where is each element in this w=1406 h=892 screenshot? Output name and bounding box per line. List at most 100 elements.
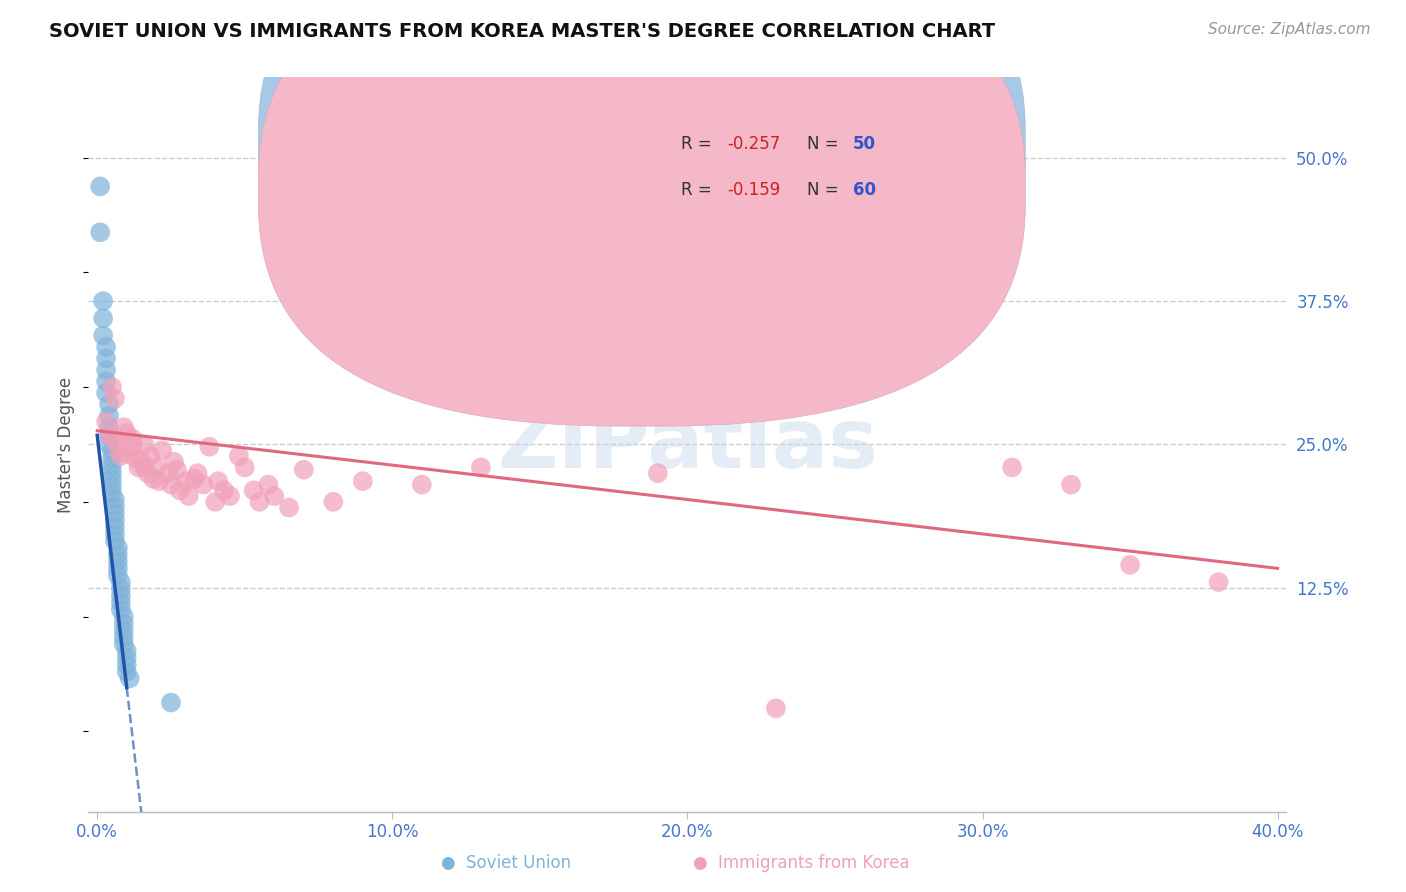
Point bbox=[98, 420, 121, 434]
Point bbox=[352, 474, 374, 488]
Point bbox=[98, 428, 121, 442]
Point bbox=[212, 483, 235, 498]
Point bbox=[101, 479, 124, 493]
Point bbox=[110, 602, 132, 616]
Text: ●  Soviet Union: ● Soviet Union bbox=[441, 855, 571, 872]
Point bbox=[160, 696, 183, 710]
Point bbox=[98, 409, 121, 423]
Point bbox=[91, 311, 114, 326]
Point bbox=[101, 465, 124, 479]
Point bbox=[94, 340, 117, 354]
Point bbox=[278, 500, 301, 515]
FancyBboxPatch shape bbox=[259, 0, 1025, 426]
Point bbox=[602, 317, 624, 331]
Point bbox=[110, 449, 132, 463]
Point bbox=[110, 596, 132, 610]
Point bbox=[91, 328, 114, 343]
Point bbox=[101, 444, 124, 458]
Text: -0.159: -0.159 bbox=[727, 181, 780, 200]
Point bbox=[107, 554, 129, 568]
Point bbox=[1001, 460, 1024, 475]
Point bbox=[104, 527, 127, 541]
Text: -0.257: -0.257 bbox=[727, 136, 780, 153]
Point bbox=[647, 466, 669, 480]
FancyBboxPatch shape bbox=[592, 111, 921, 224]
Point bbox=[134, 460, 156, 475]
Point bbox=[107, 548, 129, 562]
Point bbox=[160, 477, 183, 491]
Point bbox=[207, 474, 229, 488]
Point bbox=[263, 489, 285, 503]
Point bbox=[107, 561, 129, 575]
Point bbox=[98, 428, 121, 442]
Point bbox=[765, 701, 787, 715]
Point bbox=[177, 489, 200, 503]
Point bbox=[112, 637, 135, 651]
Text: N =: N = bbox=[807, 136, 844, 153]
Point bbox=[115, 650, 138, 665]
Text: SOVIET UNION VS IMMIGRANTS FROM KOREA MASTER'S DEGREE CORRELATION CHART: SOVIET UNION VS IMMIGRANTS FROM KOREA MA… bbox=[49, 22, 995, 41]
Point bbox=[110, 589, 132, 603]
Point bbox=[1119, 558, 1142, 572]
Point bbox=[249, 495, 271, 509]
Point bbox=[136, 466, 159, 480]
Point bbox=[91, 294, 114, 309]
Point bbox=[411, 477, 433, 491]
Point bbox=[142, 472, 165, 486]
Point bbox=[101, 380, 124, 394]
Point bbox=[115, 425, 138, 440]
Point bbox=[115, 644, 138, 658]
Point bbox=[110, 582, 132, 596]
Text: ZIPatlas: ZIPatlas bbox=[496, 404, 877, 485]
Point bbox=[257, 477, 280, 491]
Text: ●  Immigrants from Korea: ● Immigrants from Korea bbox=[693, 855, 910, 872]
Point bbox=[470, 460, 492, 475]
Point bbox=[242, 483, 264, 498]
Text: R =: R = bbox=[682, 136, 717, 153]
Point bbox=[219, 489, 242, 503]
Point bbox=[104, 492, 127, 507]
Point bbox=[118, 672, 141, 686]
Y-axis label: Master's Degree: Master's Degree bbox=[58, 376, 75, 513]
Point bbox=[94, 363, 117, 377]
Point bbox=[107, 568, 129, 582]
Point bbox=[166, 463, 188, 477]
Point bbox=[104, 533, 127, 548]
Point bbox=[94, 385, 117, 400]
Point bbox=[104, 513, 127, 527]
Point bbox=[128, 460, 150, 475]
Text: 60: 60 bbox=[853, 181, 876, 200]
Point bbox=[104, 520, 127, 534]
Point bbox=[101, 485, 124, 500]
Point bbox=[115, 447, 138, 461]
Text: N =: N = bbox=[807, 181, 844, 200]
Point bbox=[98, 397, 121, 411]
Point bbox=[104, 432, 127, 446]
Point bbox=[139, 449, 162, 463]
Point bbox=[115, 657, 138, 672]
Point bbox=[187, 466, 209, 480]
Point bbox=[107, 442, 129, 456]
Point bbox=[89, 179, 111, 194]
Point bbox=[322, 495, 344, 509]
Point bbox=[198, 440, 221, 454]
Point bbox=[134, 437, 156, 451]
Point bbox=[107, 541, 129, 555]
Point bbox=[174, 474, 197, 488]
Point bbox=[148, 474, 170, 488]
Text: Source: ZipAtlas.com: Source: ZipAtlas.com bbox=[1208, 22, 1371, 37]
Point bbox=[121, 432, 143, 446]
Point bbox=[183, 472, 205, 486]
Point bbox=[868, 277, 890, 291]
Point bbox=[204, 495, 226, 509]
Point bbox=[292, 463, 315, 477]
Text: R =: R = bbox=[682, 181, 717, 200]
Point bbox=[104, 500, 127, 514]
Point bbox=[98, 437, 121, 451]
Point bbox=[150, 443, 173, 458]
Point bbox=[112, 624, 135, 638]
Point bbox=[101, 472, 124, 486]
Point bbox=[145, 460, 167, 475]
Point bbox=[228, 449, 250, 463]
Point bbox=[112, 630, 135, 644]
